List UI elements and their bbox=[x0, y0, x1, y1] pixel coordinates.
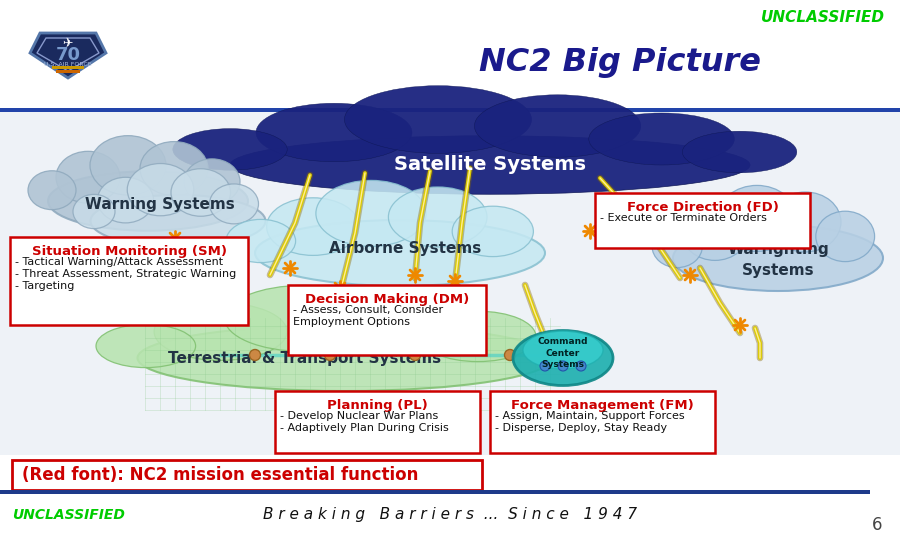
Ellipse shape bbox=[226, 220, 295, 263]
Text: - Targeting: - Targeting bbox=[15, 281, 75, 291]
Bar bbox=[0, 490, 870, 494]
Ellipse shape bbox=[673, 225, 883, 291]
Text: ✈: ✈ bbox=[63, 38, 73, 50]
Ellipse shape bbox=[140, 142, 208, 196]
Bar bbox=[0, 112, 900, 455]
Text: Employment Options: Employment Options bbox=[293, 317, 410, 327]
Ellipse shape bbox=[474, 95, 641, 157]
Ellipse shape bbox=[255, 220, 545, 286]
FancyBboxPatch shape bbox=[595, 193, 810, 248]
Ellipse shape bbox=[138, 325, 553, 391]
Text: Airborne Systems: Airborne Systems bbox=[328, 241, 482, 255]
Text: - Adaptively Plan During Crisis: - Adaptively Plan During Crisis bbox=[280, 423, 449, 433]
Circle shape bbox=[410, 349, 420, 361]
Text: - Execute or Terminate Orders: - Execute or Terminate Orders bbox=[600, 213, 767, 223]
Ellipse shape bbox=[652, 225, 702, 268]
FancyBboxPatch shape bbox=[275, 391, 480, 453]
Ellipse shape bbox=[230, 135, 750, 194]
Text: Command
Center
Systems: Command Center Systems bbox=[538, 337, 589, 369]
Ellipse shape bbox=[256, 103, 412, 161]
Ellipse shape bbox=[173, 129, 287, 170]
Polygon shape bbox=[30, 33, 106, 78]
Ellipse shape bbox=[328, 292, 470, 352]
Text: Force Management (FM): Force Management (FM) bbox=[511, 399, 694, 412]
Text: (Red font): NC2 mission essential function: (Red font): NC2 mission essential functi… bbox=[22, 466, 418, 484]
Text: - Develop Nuclear War Plans: - Develop Nuclear War Plans bbox=[280, 411, 438, 421]
Text: B r e a k i n g   B a r r i e r s  ...  S i n c e   1 9 4 7: B r e a k i n g B a r r i e r s ... S i … bbox=[263, 508, 637, 523]
Text: NC2 Big Picture: NC2 Big Picture bbox=[479, 48, 761, 79]
Ellipse shape bbox=[589, 113, 734, 165]
Circle shape bbox=[505, 349, 516, 361]
FancyBboxPatch shape bbox=[12, 460, 482, 490]
Ellipse shape bbox=[90, 135, 166, 195]
Text: 6: 6 bbox=[871, 516, 882, 534]
FancyBboxPatch shape bbox=[10, 237, 248, 325]
Ellipse shape bbox=[56, 152, 120, 203]
Text: UNCLASSIFIED: UNCLASSIFIED bbox=[12, 508, 125, 522]
Ellipse shape bbox=[184, 159, 240, 204]
Bar bbox=[0, 491, 900, 553]
Text: Planning (PL): Planning (PL) bbox=[327, 399, 428, 412]
Text: Situation Monitoring (SM): Situation Monitoring (SM) bbox=[32, 245, 227, 258]
Ellipse shape bbox=[48, 171, 248, 231]
Ellipse shape bbox=[266, 198, 359, 255]
Ellipse shape bbox=[523, 331, 603, 369]
Ellipse shape bbox=[127, 164, 194, 216]
Bar bbox=[56, 70, 80, 73]
Ellipse shape bbox=[225, 285, 382, 351]
Text: Decision Making (DM): Decision Making (DM) bbox=[305, 293, 469, 306]
Ellipse shape bbox=[345, 86, 532, 153]
Ellipse shape bbox=[513, 331, 613, 385]
Ellipse shape bbox=[73, 195, 115, 228]
Ellipse shape bbox=[815, 211, 875, 262]
Circle shape bbox=[249, 349, 260, 361]
FancyBboxPatch shape bbox=[490, 391, 715, 453]
Text: - Tactical Warning/Attack Assessment: - Tactical Warning/Attack Assessment bbox=[15, 257, 223, 267]
Text: Satellite Systems: Satellite Systems bbox=[394, 155, 586, 175]
Text: Force Direction (FD): Force Direction (FD) bbox=[626, 201, 778, 214]
Text: - Assess, Consult, Consider: - Assess, Consult, Consider bbox=[293, 305, 443, 315]
Bar bbox=[0, 108, 900, 112]
Ellipse shape bbox=[419, 311, 536, 362]
Ellipse shape bbox=[210, 184, 258, 224]
Ellipse shape bbox=[452, 206, 534, 257]
Circle shape bbox=[576, 361, 586, 371]
Ellipse shape bbox=[171, 169, 230, 216]
Text: - Assign, Maintain, Support Forces: - Assign, Maintain, Support Forces bbox=[495, 411, 685, 421]
Ellipse shape bbox=[682, 131, 796, 173]
Bar bbox=[0, 0, 900, 110]
Circle shape bbox=[540, 361, 550, 371]
Ellipse shape bbox=[97, 178, 154, 223]
Ellipse shape bbox=[717, 185, 796, 252]
Text: U.S. AIR FORCE: U.S. AIR FORCE bbox=[44, 61, 92, 66]
Ellipse shape bbox=[316, 180, 426, 247]
Text: - Threat Assessment, Strategic Warning: - Threat Assessment, Strategic Warning bbox=[15, 269, 236, 279]
Circle shape bbox=[325, 349, 336, 361]
Ellipse shape bbox=[28, 171, 76, 210]
Ellipse shape bbox=[154, 303, 287, 361]
Text: - Disperse, Deploy, Stay Ready: - Disperse, Deploy, Stay Ready bbox=[495, 423, 667, 433]
FancyBboxPatch shape bbox=[288, 285, 486, 355]
Circle shape bbox=[558, 361, 568, 371]
Text: Terrestrial & Transport Systems: Terrestrial & Transport Systems bbox=[168, 351, 442, 366]
Text: Warning Systems: Warning Systems bbox=[86, 197, 235, 212]
Ellipse shape bbox=[681, 203, 749, 260]
Text: UNCLASSIFIED: UNCLASSIFIED bbox=[761, 11, 885, 25]
Text: 70: 70 bbox=[56, 46, 80, 64]
Ellipse shape bbox=[91, 195, 266, 247]
Text: Warfighting
Systems: Warfighting Systems bbox=[727, 242, 829, 278]
Ellipse shape bbox=[389, 187, 487, 247]
Bar bbox=[52, 66, 84, 69]
Ellipse shape bbox=[770, 192, 841, 252]
Ellipse shape bbox=[96, 325, 195, 368]
